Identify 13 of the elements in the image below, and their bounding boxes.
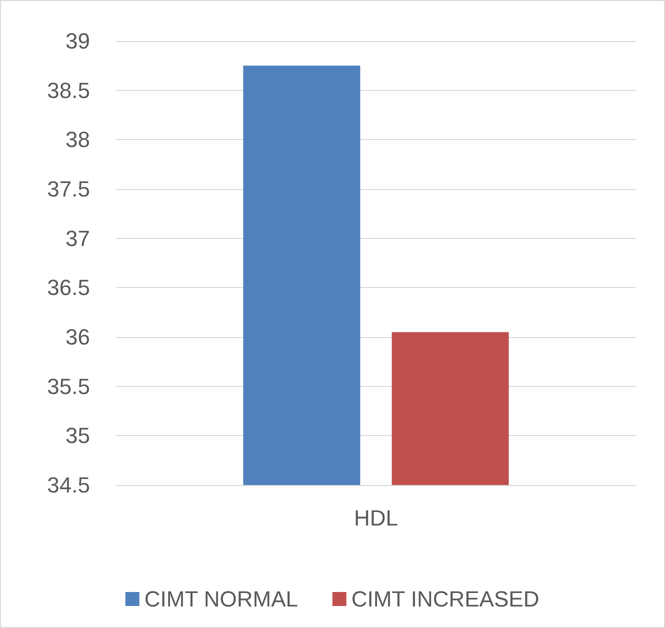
- legend-label: CIMT NORMAL: [144, 586, 298, 612]
- y-tick-label: 37: [66, 226, 90, 251]
- y-tick-label: 38.5: [47, 78, 90, 103]
- legend-label: CIMT INCREASED: [351, 586, 540, 612]
- x-tick-label: HDL: [354, 506, 398, 530]
- y-tick-label: 35: [66, 423, 90, 448]
- y-tick-label: 38: [66, 127, 90, 152]
- y-tick-label: 35.5: [47, 374, 90, 399]
- y-tick-label: 37.5: [47, 176, 90, 202]
- y-tick-label: 36.5: [47, 275, 90, 300]
- y-tick-label: 36: [66, 324, 90, 350]
- y-tick-label: 34.5: [47, 472, 90, 498]
- y-tick-label: 39: [66, 28, 90, 54]
